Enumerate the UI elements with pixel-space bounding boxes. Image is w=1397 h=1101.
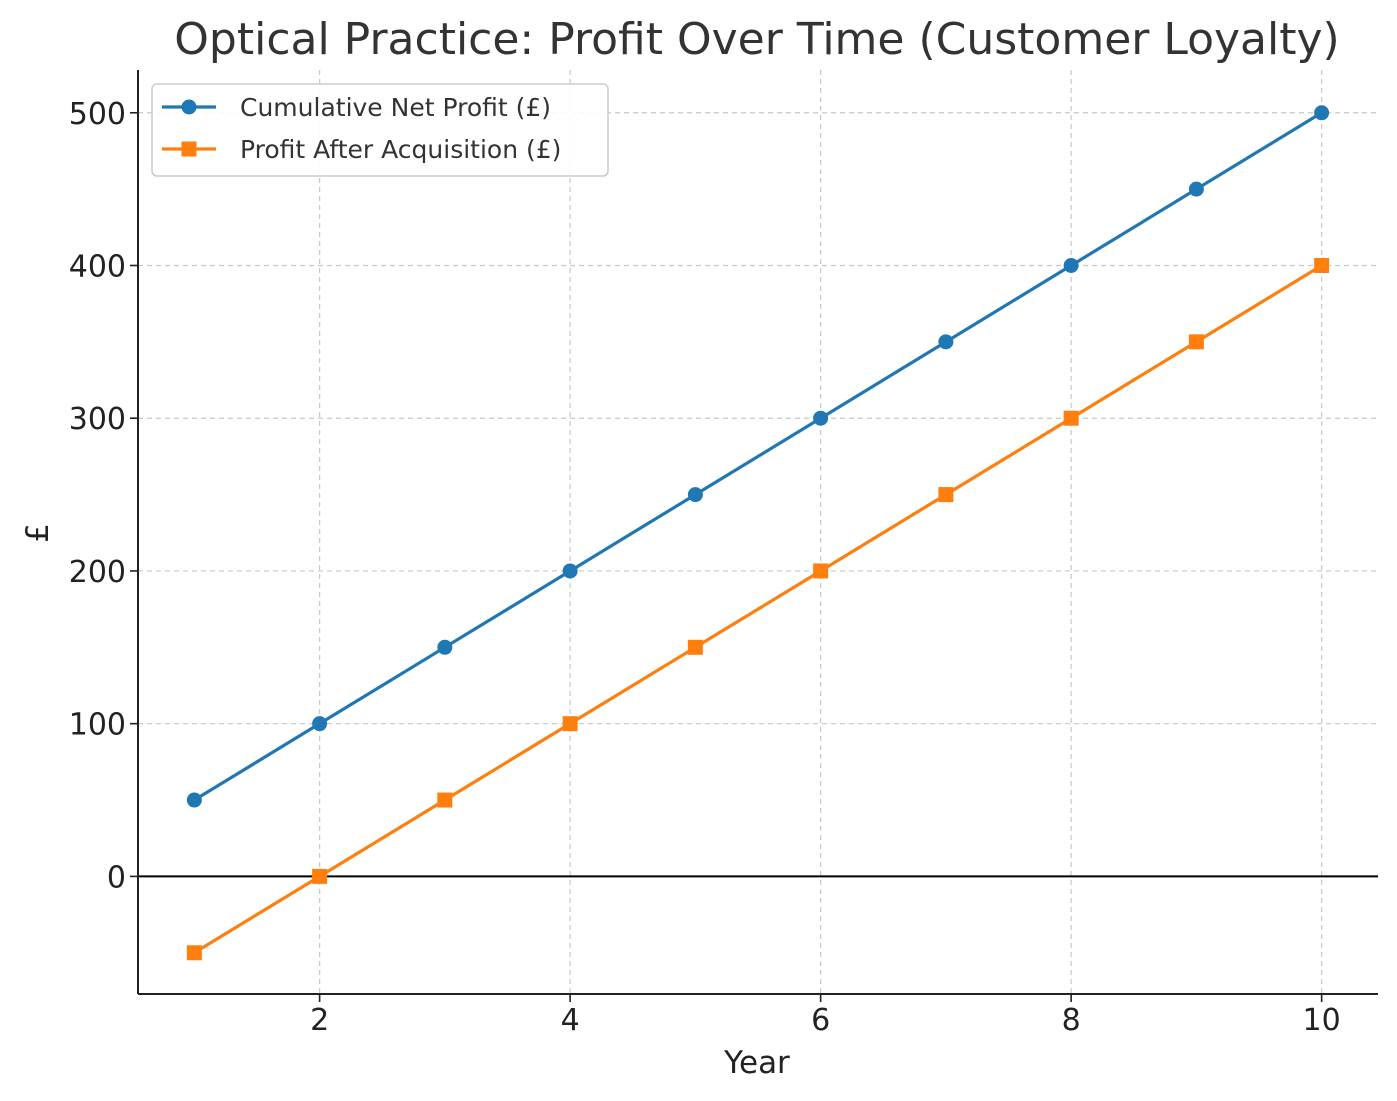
data-point: [687, 639, 703, 655]
grid: [138, 70, 1378, 994]
x-tick-label: 2: [310, 1003, 329, 1038]
data-point: [437, 639, 453, 655]
series-1: [186, 105, 1330, 808]
legend-box: [151, 83, 609, 177]
data-point: [562, 563, 578, 579]
data-point: [1314, 257, 1330, 273]
data-point: [1188, 181, 1204, 197]
x-tick-label: 8: [1062, 1003, 1081, 1038]
x-tick-label: 6: [811, 1003, 830, 1038]
y-tick-label: 0: [107, 860, 126, 895]
data-point: [312, 716, 328, 732]
y-axis-label: £: [20, 523, 56, 543]
data-point: [1314, 105, 1330, 121]
series-line: [192, 111, 1324, 802]
series-line: [192, 263, 1324, 955]
data-point: [186, 945, 202, 961]
series-layer: [186, 105, 1330, 961]
legend-label: Profit After Acquisition (£): [240, 135, 561, 164]
chart-title: Optical Practice: Profit Over Time (Cust…: [174, 14, 1339, 65]
x-axis-label: Year: [723, 1045, 790, 1081]
x-tick-label: 4: [561, 1003, 580, 1038]
y-tick-label: 200: [69, 555, 126, 590]
data-point: [938, 334, 954, 350]
y-tick-label: 300: [69, 402, 126, 437]
data-point: [437, 792, 453, 808]
legend: Cumulative Net Profit (£) Profit After Ac…: [151, 83, 609, 177]
legend-entries: Cumulative Net Profit (£) Profit After Ac…: [162, 93, 561, 164]
data-point: [562, 716, 578, 732]
axes-spines: [137, 70, 1378, 995]
series-2: [186, 257, 1330, 961]
data-point: [687, 487, 703, 503]
y-tick-label: 400: [69, 249, 126, 284]
data-point: [1188, 334, 1204, 350]
y-axis-ticks: 0 100 200 300 400 500: [69, 97, 138, 895]
data-point: [312, 868, 328, 884]
y-tick-label: 100: [69, 708, 126, 743]
legend-marker: [181, 99, 197, 115]
data-point: [938, 487, 954, 503]
data-point: [813, 410, 829, 426]
data-point: [1063, 410, 1079, 426]
x-tick-label: 10: [1303, 1003, 1341, 1038]
legend-marker: [181, 141, 197, 157]
legend-label: Cumulative Net Profit (£): [240, 93, 551, 122]
data-point: [186, 792, 202, 808]
data-point: [1063, 257, 1079, 273]
x-axis-ticks: 2 4 6 8 10: [310, 994, 1341, 1038]
y-tick-label: 500: [69, 97, 126, 132]
data-point: [813, 563, 829, 579]
